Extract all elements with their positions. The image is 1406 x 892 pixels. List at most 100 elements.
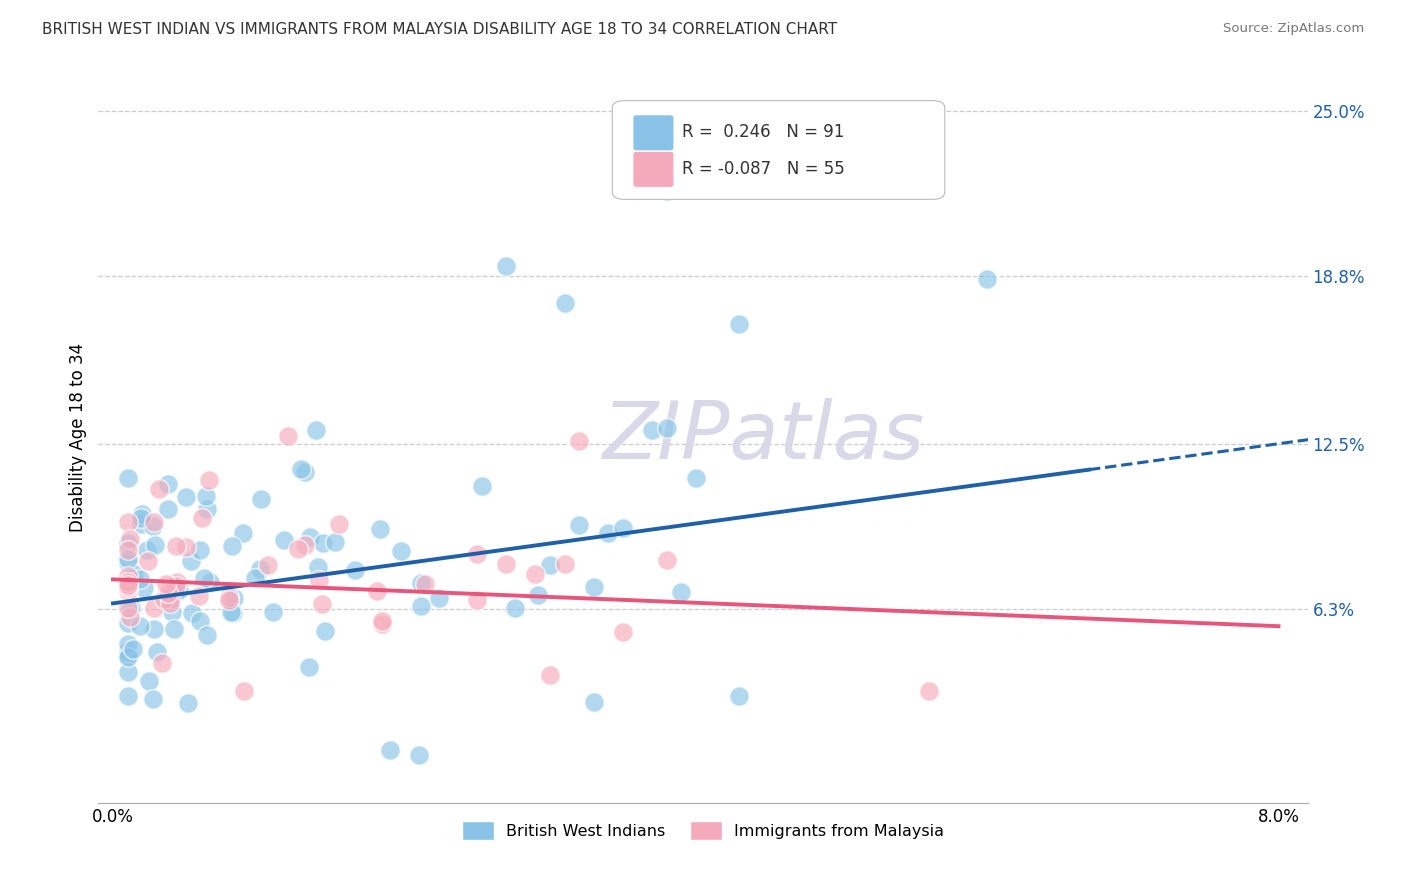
Point [117, 583, 139, 598]
Point [323, 535, 346, 549]
Point [495, 557, 517, 571]
Point [249, 491, 271, 506]
Point [117, 578, 139, 592]
Point [117, 648, 139, 662]
Point [160, 605, 183, 619]
Point [180, 554, 202, 568]
Point [124, 567, 146, 582]
Point [287, 541, 309, 556]
Point [655, 184, 678, 198]
Point [294, 465, 316, 479]
Point [118, 532, 141, 546]
Point [728, 690, 751, 704]
Point [117, 615, 139, 630]
Point [232, 525, 254, 540]
Point [160, 591, 183, 606]
Point [290, 462, 312, 476]
Point [117, 556, 139, 570]
Point [166, 575, 188, 590]
Point [159, 596, 181, 610]
Point [311, 597, 333, 611]
Point [582, 581, 605, 595]
Point [538, 558, 561, 573]
Point [685, 471, 707, 485]
Point [524, 566, 547, 581]
Point [117, 574, 139, 589]
Text: ZIPatlas: ZIPatlas [602, 398, 925, 476]
Point [117, 601, 139, 615]
Point [669, 585, 692, 599]
Point [167, 582, 190, 597]
Point [554, 295, 576, 310]
Point [976, 272, 998, 286]
Point [277, 429, 299, 443]
Point [129, 511, 152, 525]
Point [191, 511, 214, 525]
Point [371, 614, 394, 628]
Point [163, 622, 186, 636]
Point [187, 589, 209, 603]
Point [612, 521, 634, 535]
Point [174, 540, 197, 554]
Point [465, 547, 488, 561]
Point [153, 592, 176, 607]
Point [197, 474, 219, 488]
Point [728, 317, 751, 331]
Point [314, 624, 336, 639]
Point [245, 571, 267, 585]
Point [155, 577, 177, 591]
Text: BRITISH WEST INDIAN VS IMMIGRANTS FROM MALAYSIA DISABILITY AGE 18 TO 34 CORRELAT: BRITISH WEST INDIAN VS IMMIGRANTS FROM M… [42, 22, 838, 37]
Point [582, 695, 605, 709]
Point [307, 560, 329, 574]
Point [117, 644, 139, 658]
Point [389, 544, 412, 558]
Point [465, 593, 488, 607]
Point [568, 434, 591, 448]
Point [427, 591, 450, 606]
Point [145, 645, 167, 659]
Point [262, 606, 284, 620]
Point [157, 586, 180, 600]
Point [117, 551, 139, 566]
Point [117, 580, 139, 594]
Point [655, 421, 678, 435]
Point [157, 476, 180, 491]
Point [195, 501, 218, 516]
FancyBboxPatch shape [613, 101, 945, 200]
Point [143, 622, 166, 636]
Point [142, 600, 165, 615]
Point [157, 502, 180, 516]
Point [538, 668, 561, 682]
Legend: British West Indians, Immigrants from Malaysia: British West Indians, Immigrants from Ma… [456, 814, 950, 846]
Point [138, 673, 160, 688]
Point [221, 539, 243, 553]
Point [142, 519, 165, 533]
Point [918, 684, 941, 698]
Point [370, 617, 392, 632]
Point [143, 538, 166, 552]
Point [165, 539, 187, 553]
Text: R =  0.246   N = 91: R = 0.246 N = 91 [682, 123, 845, 141]
Point [177, 696, 200, 710]
Point [117, 689, 139, 703]
Point [249, 562, 271, 576]
Point [128, 572, 150, 586]
Point [134, 581, 156, 595]
Point [411, 599, 433, 614]
Point [344, 563, 367, 577]
Point [299, 530, 322, 544]
Point [117, 637, 139, 651]
Point [118, 609, 141, 624]
Point [328, 517, 350, 532]
Point [152, 656, 174, 670]
Point [194, 489, 217, 503]
Point [181, 606, 204, 620]
Point [131, 507, 153, 521]
Point [641, 423, 664, 437]
Point [193, 571, 215, 585]
Point [598, 525, 620, 540]
Point [368, 522, 391, 536]
Point [117, 542, 139, 557]
Point [312, 536, 335, 550]
Point [232, 684, 254, 698]
